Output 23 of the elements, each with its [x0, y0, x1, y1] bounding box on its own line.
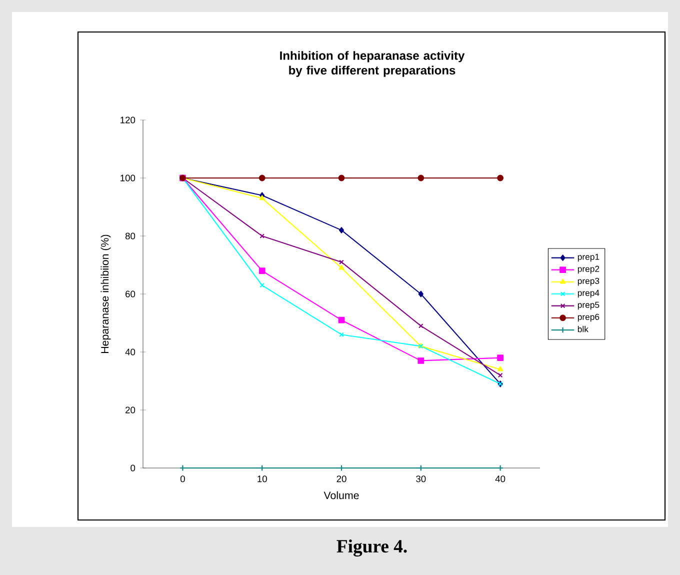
- x-tick-label: 0: [180, 476, 185, 482]
- y-tick-label: 120: [120, 116, 136, 124]
- y-axis-title: Heparanase inhibiion (%): [100, 234, 111, 354]
- legend-label: prep5: [578, 302, 600, 310]
- x-tick-label: 40: [495, 476, 506, 482]
- legend-label: prep4: [578, 290, 600, 298]
- legend-label: prep2: [578, 266, 600, 274]
- x-tick-label: 10: [258, 476, 267, 482]
- chart-title: Inhibition of heparanase activity by five different preparations: [280, 51, 465, 77]
- legend-label: prep1: [578, 254, 600, 262]
- legend-label: prep3: [578, 278, 600, 286]
- y-tick-label: 40: [125, 348, 136, 356]
- legend-label: prep6: [578, 314, 600, 322]
- x-tick-label: 20: [336, 476, 346, 482]
- x-axis-title: Volume: [324, 491, 359, 500]
- y-tick-label: 100: [120, 174, 136, 182]
- y-tick-label: 20: [126, 406, 136, 414]
- caption: Figure 4.: [336, 539, 407, 557]
- y-tick-label: 80: [125, 232, 136, 240]
- y-tick-label: 60: [126, 290, 136, 298]
- y-tick-label: 0: [130, 464, 136, 472]
- x-tick-label: 30: [416, 476, 426, 482]
- legend-label: blk: [578, 326, 588, 332]
